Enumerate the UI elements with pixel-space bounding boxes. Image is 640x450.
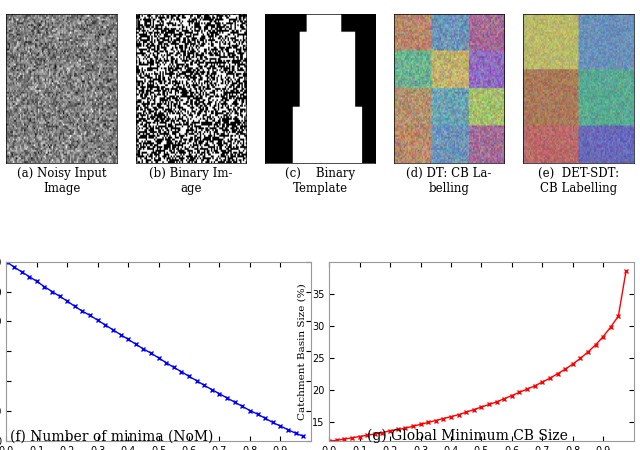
Y-axis label: Catchment Basin Size (%): Catchment Basin Size (%) [298,283,307,420]
X-axis label: (d) DT: CB La-
belling: (d) DT: CB La- belling [406,167,492,195]
X-axis label: (b) Binary Im-
age: (b) Binary Im- age [149,167,232,195]
Text: (f) Number of minima (NoM): (f) Number of minima (NoM) [10,429,214,443]
X-axis label: (a) Noisy Input
Image: (a) Noisy Input Image [17,167,106,195]
X-axis label: (e)  DET-SDT:
CB Labelling: (e) DET-SDT: CB Labelling [538,167,619,195]
Text: (g) Global Minimum CB Size: (g) Global Minimum CB Size [367,429,568,443]
X-axis label: (c)    Binary
Template: (c) Binary Template [285,167,355,195]
